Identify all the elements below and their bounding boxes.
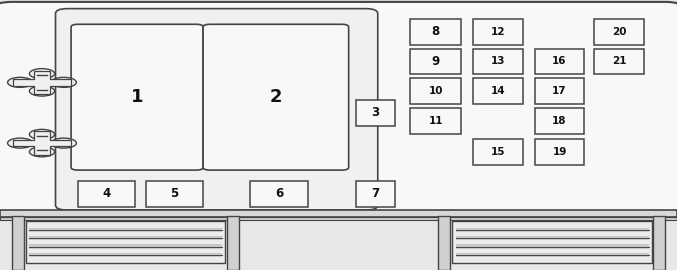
Text: 5: 5 [170,187,179,200]
Bar [473,78,523,104]
Bar [34,79,50,86]
Bar [16,140,68,146]
Bar [473,19,523,45]
Bar [26,221,225,263]
Bar [34,133,50,153]
Bar [452,221,652,263]
Bar [0,210,677,217]
Text: 20: 20 [612,27,626,37]
Bar [410,78,461,104]
Bar [410,19,461,45]
Text: 18: 18 [552,116,567,126]
Text: 8: 8 [431,25,440,38]
Bar [594,19,644,45]
Bar [456,228,649,232]
Text: 6: 6 [275,187,284,200]
Bar [535,108,584,134]
Bar [16,79,68,86]
Text: 2: 2 [269,88,282,106]
Bar [34,140,50,146]
Bar [0,217,677,220]
Bar [146,181,203,207]
Bar [535,49,584,74]
Text: 21: 21 [612,56,626,66]
Text: 9: 9 [431,55,440,68]
Bar [473,139,523,165]
Circle shape [51,77,77,87]
Text: 10: 10 [429,86,443,96]
Bar [456,253,649,257]
Text: 7: 7 [372,187,380,200]
Circle shape [7,138,32,148]
FancyBboxPatch shape [71,24,203,170]
Circle shape [29,69,55,79]
Circle shape [7,77,32,87]
FancyBboxPatch shape [56,9,378,210]
Bar [29,228,222,232]
Bar [473,49,523,74]
Circle shape [29,86,55,96]
Bar [29,236,222,240]
Text: 11: 11 [429,116,443,126]
FancyBboxPatch shape [0,2,677,217]
Bar [227,216,239,270]
Bar [356,181,395,207]
Bar [535,139,584,165]
Bar [456,236,649,240]
Text: 1: 1 [131,88,144,106]
Bar [410,108,461,134]
FancyBboxPatch shape [203,24,349,170]
Bar [456,244,649,249]
Bar [34,72,50,93]
Text: 13: 13 [491,56,505,66]
Bar [594,49,644,74]
Bar [535,78,584,104]
Text: 14: 14 [491,86,505,96]
Bar [29,244,222,249]
Circle shape [29,147,55,157]
Bar [356,100,395,126]
Text: 19: 19 [552,147,567,157]
Text: 17: 17 [552,86,567,96]
Circle shape [51,138,77,148]
Text: 15: 15 [491,147,505,157]
Bar [29,253,222,257]
Bar [250,181,308,207]
Bar [438,216,450,270]
Bar [12,216,24,270]
Circle shape [29,129,55,139]
Bar [78,181,135,207]
Bar [653,216,665,270]
Text: 12: 12 [491,27,505,37]
Text: 4: 4 [102,187,111,200]
Text: 3: 3 [372,106,380,119]
Bar [410,49,461,74]
Text: 16: 16 [552,56,567,66]
